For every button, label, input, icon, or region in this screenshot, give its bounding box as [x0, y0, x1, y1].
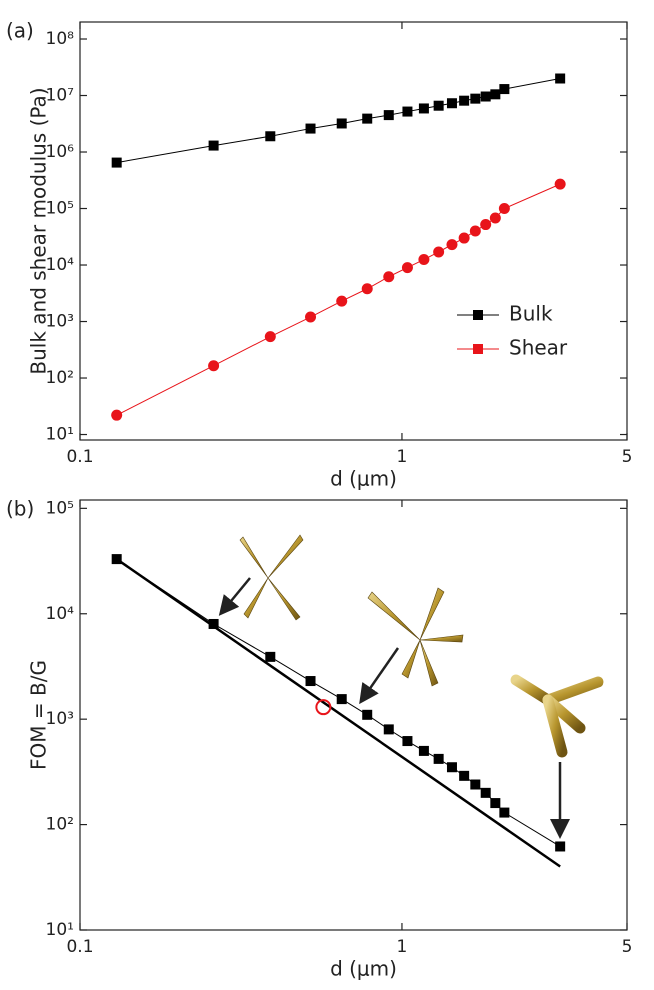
x-tick-label: 5 — [622, 937, 633, 957]
point — [480, 787, 491, 798]
point — [315, 699, 332, 716]
point — [362, 709, 373, 720]
point — [305, 311, 317, 323]
plot: 0.1 1 5 10¹ 10² 10³ 10⁴ 10⁵ 10⁶ 10⁷ 10⁸ d (μm) Bulk … — [6, 19, 632, 491]
point — [383, 271, 395, 283]
y-tick-label: 10⁵ — [46, 498, 74, 518]
y-axis-label: Bulk and shear modulus (Pa) — [27, 87, 51, 374]
y-tick-label: 10² — [46, 815, 74, 835]
plot-frame — [79, 499, 628, 931]
point — [418, 103, 429, 114]
point — [446, 98, 457, 109]
point — [498, 203, 510, 215]
y-tick-label: 10³ — [46, 312, 74, 332]
x-tick-label: 0.1 — [66, 937, 93, 957]
inset-structures — [218, 534, 604, 839]
y-tick-label: 10⁴ — [46, 255, 75, 275]
legend-label: Shear — [509, 336, 568, 360]
point — [499, 84, 510, 95]
point — [555, 841, 566, 852]
point — [208, 140, 219, 151]
y-tick-label: 10⁸ — [46, 29, 75, 49]
arrow — [359, 647, 400, 705]
point — [459, 95, 470, 106]
point — [402, 736, 413, 747]
point — [469, 225, 481, 237]
x-tick-label: 1 — [397, 937, 408, 957]
legend-label: Bulk — [509, 302, 553, 326]
point — [264, 331, 276, 343]
point — [336, 118, 347, 129]
x-tick-label: 5 — [622, 447, 633, 467]
legend-marker — [473, 310, 483, 320]
point — [418, 254, 430, 266]
series-line — [115, 558, 561, 868]
point — [499, 807, 510, 818]
y-tick-label: 10⁴ — [46, 604, 75, 624]
point — [305, 123, 316, 134]
point — [111, 554, 122, 565]
y-tick-label: 10¹ — [46, 425, 74, 445]
y-axis-label: FOM = B/G — [27, 660, 51, 770]
point — [383, 110, 394, 121]
point — [208, 360, 220, 372]
point — [362, 113, 373, 124]
point — [433, 753, 444, 764]
point — [111, 157, 122, 168]
point — [208, 618, 219, 629]
tetrapod-medium — [367, 587, 464, 687]
point — [383, 724, 394, 735]
y-tick-label: 10⁷ — [46, 86, 75, 106]
point — [433, 246, 445, 258]
x-axis-label: d (μm) — [330, 957, 397, 981]
y-tick-label: 10¹ — [46, 920, 74, 940]
plot-frame — [79, 21, 628, 441]
point — [265, 651, 276, 662]
x-tick-label: 1 — [397, 447, 408, 467]
y-tick-label: 10³ — [46, 709, 74, 729]
tetrapod-thin — [239, 534, 304, 621]
point — [489, 212, 501, 224]
point — [480, 219, 492, 231]
tetrapod-thick — [510, 674, 604, 758]
point — [555, 73, 566, 84]
point — [336, 295, 348, 307]
point — [458, 232, 470, 244]
y-tick-label: 10⁵ — [46, 199, 74, 219]
point — [480, 91, 491, 102]
point — [433, 100, 444, 111]
point — [305, 676, 316, 687]
point — [470, 779, 481, 790]
point — [446, 762, 457, 773]
panel-label: (a) — [6, 19, 34, 43]
point — [111, 409, 123, 421]
point — [402, 106, 413, 117]
point — [361, 283, 373, 295]
point — [401, 262, 413, 274]
arrow — [218, 577, 251, 616]
legend-marker — [473, 344, 483, 354]
plot: 0.1 1 5 10¹ 10² 10³ 10⁴ 10⁵ d (μm) FOM = B/G (b) — [6, 497, 632, 981]
point — [336, 694, 347, 705]
panel-label: (b) — [6, 497, 34, 521]
y-tick-label: 10² — [46, 368, 74, 388]
point — [265, 131, 276, 142]
x-axis-label: d (μm) — [330, 467, 397, 491]
x-tick-label: 0.1 — [66, 447, 93, 467]
point — [554, 178, 566, 190]
point — [459, 770, 470, 781]
y-tick-label: 10⁶ — [46, 142, 75, 162]
point — [418, 745, 429, 756]
point — [490, 89, 501, 100]
point — [446, 239, 458, 251]
point — [470, 93, 481, 104]
point — [490, 798, 501, 809]
